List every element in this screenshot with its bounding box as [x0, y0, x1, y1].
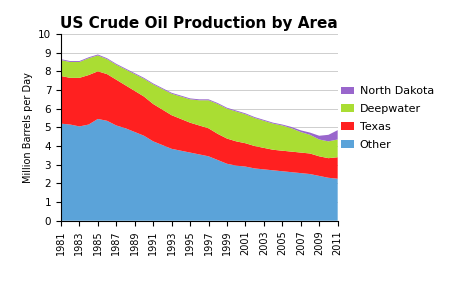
- Legend: North Dakota, Deepwater, Texas, Other: North Dakota, Deepwater, Texas, Other: [338, 83, 437, 153]
- Y-axis label: Million Barrels per Day: Million Barrels per Day: [23, 72, 32, 183]
- Title: US Crude Oil Production by Area: US Crude Oil Production by Area: [61, 16, 338, 31]
